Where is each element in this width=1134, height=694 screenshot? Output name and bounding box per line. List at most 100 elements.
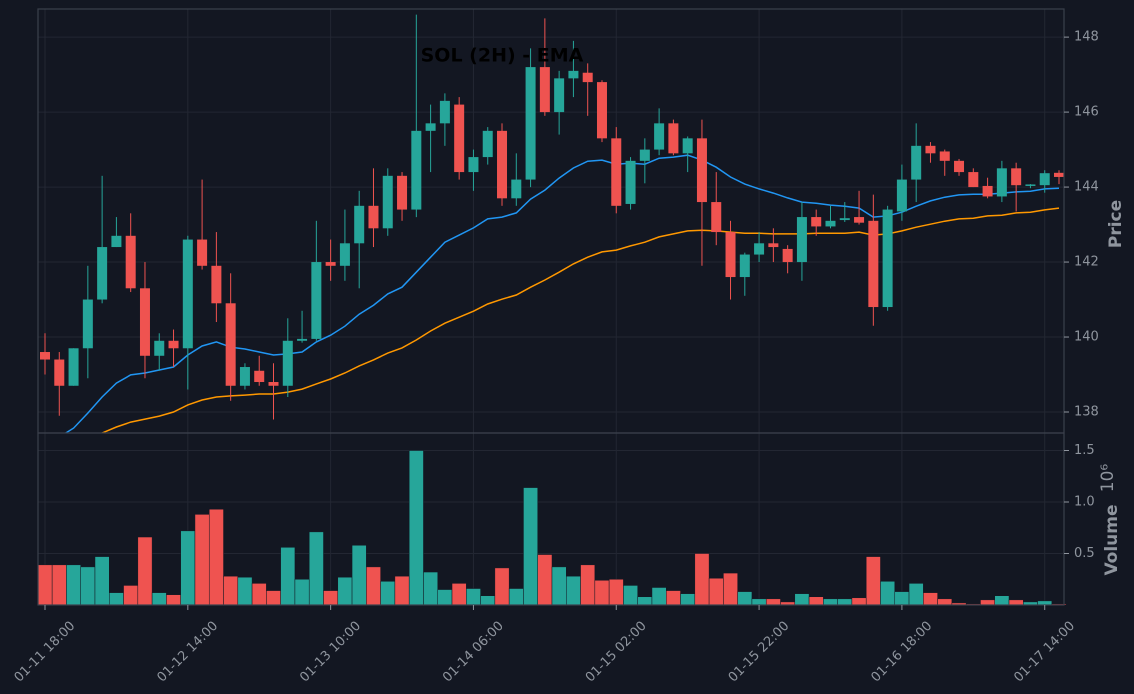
volume-bar [551, 566, 567, 606]
candle-body [696, 138, 707, 203]
volume-bar [394, 575, 410, 606]
candle-body [197, 239, 208, 266]
candle-body [996, 168, 1007, 197]
volume-bar [80, 566, 96, 606]
volume-bar [637, 596, 653, 606]
candle-body [782, 248, 793, 263]
candle-body [382, 175, 393, 229]
y-tick-label: 1.5 [1074, 443, 1095, 458]
candle-body [939, 151, 950, 161]
volume-bar [151, 592, 167, 606]
volume-bar [594, 580, 610, 606]
candle-body [225, 303, 236, 386]
volume-bar [1008, 599, 1024, 606]
volume-bar [608, 579, 624, 606]
y-tick-label: 0.5 [1074, 546, 1095, 561]
volume-bar [851, 597, 867, 606]
volume-bar [694, 553, 710, 606]
y-tick-label: 144 [1074, 180, 1099, 195]
volume-bar [451, 583, 467, 606]
volume-bar [251, 583, 267, 606]
volume-offset-label: 10⁶ [1098, 464, 1118, 493]
volume-bar [923, 592, 938, 606]
candle-body [268, 382, 279, 386]
candle-body [511, 179, 522, 199]
volume-bar [308, 531, 324, 606]
y-tick-label: 148 [1074, 30, 1099, 45]
candle-body [40, 352, 50, 360]
volume-bar [223, 575, 239, 606]
volume-bar [194, 514, 210, 606]
candle-body [182, 239, 193, 349]
candle-body [639, 149, 650, 161]
volume-bar [66, 564, 81, 606]
volume-bar [908, 583, 924, 606]
volume-bar [208, 508, 224, 606]
candle-body [168, 340, 179, 349]
volume-bar [480, 595, 496, 606]
volume-bar [865, 556, 881, 606]
volume-bar [166, 594, 181, 606]
candle-body [982, 185, 993, 197]
candle-body [454, 104, 465, 173]
candle-body [711, 202, 722, 233]
y-tick-label: 140 [1074, 330, 1099, 345]
candle-body [811, 217, 822, 227]
volume-bar [737, 591, 753, 606]
candle-body [211, 265, 222, 304]
volume-bar [494, 567, 510, 606]
candle-body [896, 179, 907, 212]
y-tick-label: 138 [1074, 405, 1099, 420]
volume-bar [566, 575, 581, 606]
candle-body [825, 220, 836, 227]
volume-bar [466, 588, 481, 606]
volume-bar [366, 566, 381, 606]
volume-bar [894, 591, 910, 606]
candle-body [525, 67, 536, 180]
candle-body [925, 145, 936, 154]
candle-body [139, 288, 150, 356]
candle-body [625, 160, 636, 204]
candle-body [82, 299, 93, 349]
volume-bar [280, 547, 296, 606]
y-axis-label: Price [1106, 200, 1126, 248]
candle-body [354, 205, 365, 244]
candle-body [654, 123, 665, 150]
volume-bar [837, 598, 853, 606]
candle-body [682, 138, 693, 154]
candle-body [739, 254, 750, 278]
volume-bar [937, 598, 953, 606]
candle-body [668, 123, 679, 154]
candle-body [725, 232, 736, 278]
candle-body [239, 367, 250, 386]
volume-bar [994, 595, 1010, 606]
volume-bar [623, 585, 638, 606]
volume-bar [351, 545, 367, 606]
volume-bar [137, 536, 153, 606]
volume-bar [237, 576, 253, 606]
volume-bar [266, 590, 281, 606]
candle-body [339, 243, 350, 266]
volume-layer [37, 450, 1067, 606]
volume-bar [651, 587, 667, 606]
candle-body [882, 209, 893, 308]
volume-bar [408, 450, 424, 606]
chart-title: SOL (2H) - EMA [421, 45, 584, 67]
candle-body [554, 78, 565, 113]
volume-bar [751, 598, 767, 606]
candle-body [754, 243, 765, 255]
volume-bar [94, 556, 110, 606]
candle-body [854, 217, 865, 223]
volume-bar [765, 598, 781, 606]
volume-bar [109, 592, 124, 606]
candle-body [397, 175, 408, 210]
candle-body [297, 338, 308, 341]
volume-bar [51, 564, 67, 606]
candle-body [497, 130, 508, 199]
volume-bar [123, 585, 139, 606]
candle-body [1039, 173, 1050, 186]
volume-bar [823, 598, 838, 606]
candle-body [839, 218, 850, 221]
candle-body [1011, 168, 1022, 186]
